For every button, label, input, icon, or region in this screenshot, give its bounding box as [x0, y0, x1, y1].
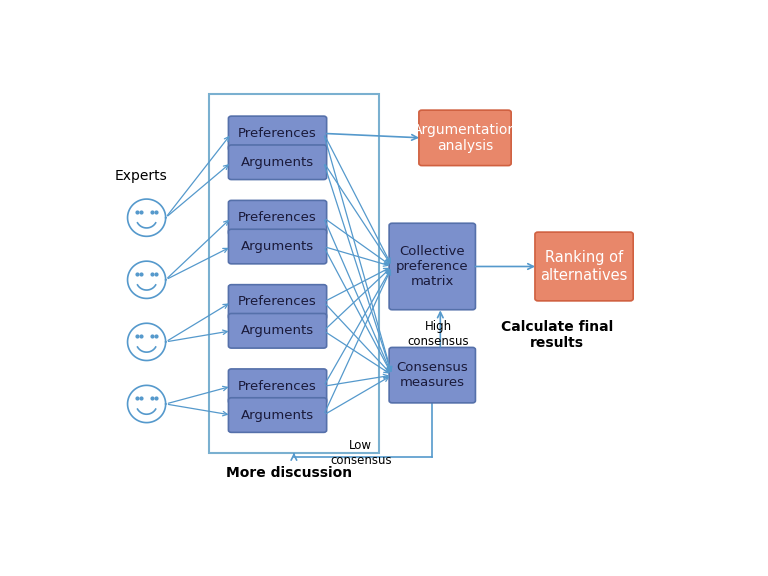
Text: Arguments: Arguments	[241, 156, 314, 169]
FancyBboxPatch shape	[535, 232, 633, 301]
Text: Collective
preference
matrix: Collective preference matrix	[396, 245, 468, 288]
FancyBboxPatch shape	[228, 116, 326, 151]
Text: Preferences: Preferences	[238, 380, 317, 393]
Text: Preferences: Preferences	[238, 295, 317, 309]
Text: Ranking of
alternatives: Ranking of alternatives	[541, 251, 627, 283]
Text: Low
consensus: Low consensus	[330, 439, 392, 468]
Text: Argumentation
analysis: Argumentation analysis	[413, 123, 517, 153]
Text: Experts: Experts	[114, 169, 167, 183]
FancyBboxPatch shape	[228, 285, 326, 319]
Text: Consensus
measures: Consensus measures	[396, 361, 468, 389]
Text: High
consensus: High consensus	[408, 320, 469, 348]
FancyBboxPatch shape	[228, 313, 326, 348]
Text: More discussion: More discussion	[227, 466, 353, 480]
FancyBboxPatch shape	[228, 398, 326, 433]
FancyBboxPatch shape	[228, 369, 326, 404]
FancyBboxPatch shape	[228, 200, 326, 235]
Text: Arguments: Arguments	[241, 324, 314, 338]
FancyBboxPatch shape	[228, 145, 326, 180]
FancyBboxPatch shape	[389, 347, 475, 403]
Text: Arguments: Arguments	[241, 408, 314, 422]
FancyBboxPatch shape	[419, 110, 511, 165]
FancyBboxPatch shape	[228, 229, 326, 264]
Text: Preferences: Preferences	[238, 211, 317, 224]
Text: Arguments: Arguments	[241, 240, 314, 253]
Text: Preferences: Preferences	[238, 127, 317, 140]
FancyBboxPatch shape	[389, 223, 475, 310]
Text: Calculate final
results: Calculate final results	[502, 320, 614, 350]
